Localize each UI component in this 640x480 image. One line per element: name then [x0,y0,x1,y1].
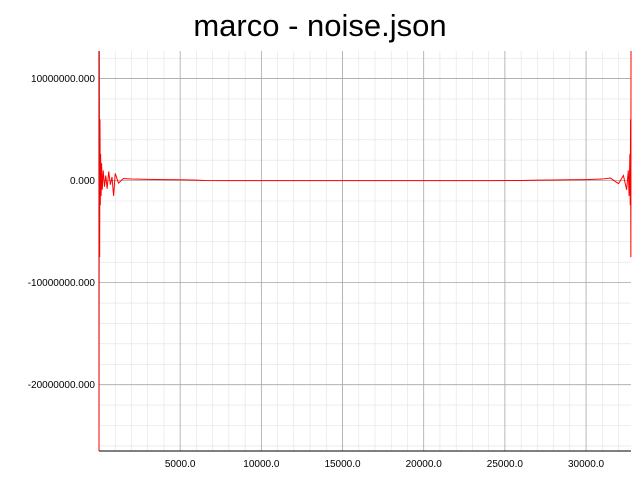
x-tick-label: 10000.0 [243,459,280,470]
series-layer [98,50,632,452]
x-tick-label: 15000.0 [324,459,361,470]
series-line [98,50,632,452]
chart-title: marco - noise.json [193,8,447,43]
x-tick-label: 30000.0 [568,459,605,470]
major-gridlines [99,51,631,451]
y-tick-label: -10000000.000 [28,278,96,289]
minor-gridlines [98,51,631,451]
x-tick-label: 20000.0 [406,459,443,470]
y-tick-label: -20000000.000 [28,380,96,391]
axes [98,51,631,452]
y-tick-label: 10000000.000 [31,74,95,85]
tick-labels: 5000.0 10000.0 15000.0 20000.0 25000.0 30000.… [28,74,605,470]
y-tick-label: 0.000 [70,176,95,187]
x-tick-label: 25000.0 [487,459,524,470]
x-tick-label: 5000.0 [165,459,196,470]
